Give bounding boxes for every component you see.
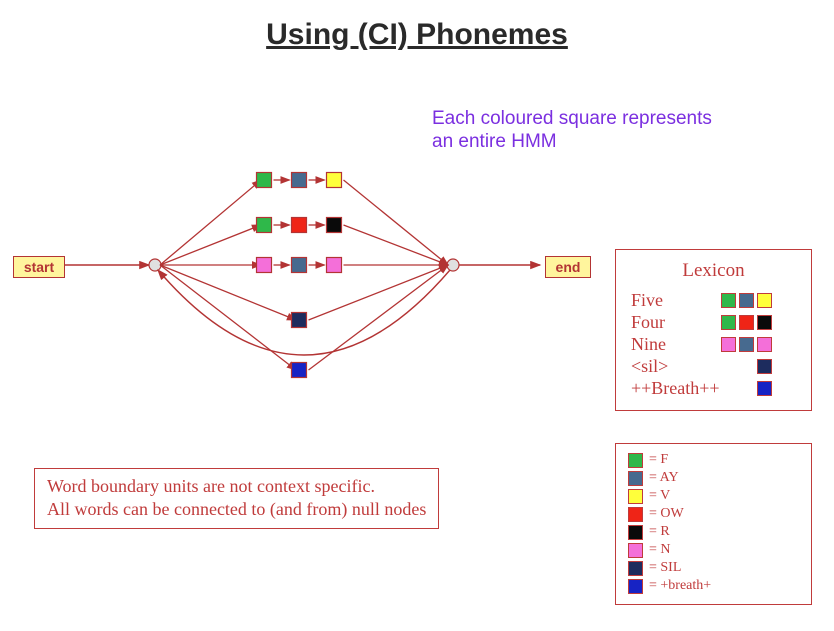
legend-row: = +breath+	[628, 578, 799, 594]
legend-row: = V	[628, 488, 799, 504]
lexicon-squares	[721, 359, 772, 374]
legend-label: = V	[649, 488, 670, 504]
phoneme-square	[757, 315, 772, 330]
start-node-label: start	[13, 256, 65, 278]
lexicon-word: Five	[631, 290, 721, 311]
phoneme-square	[721, 293, 736, 308]
lexicon-word: <sil>	[631, 356, 721, 377]
phoneme-square	[739, 315, 754, 330]
legend-square	[628, 543, 643, 558]
legend-row: = OW	[628, 506, 799, 522]
phoneme-square	[721, 337, 736, 352]
legend-square	[628, 489, 643, 504]
lexicon-word: Four	[631, 312, 721, 333]
legend-label: = N	[649, 542, 671, 558]
page-title: Using (CI) Phonemes	[0, 0, 834, 52]
diagram-area	[0, 110, 600, 460]
lexicon-squares	[721, 315, 772, 330]
lexicon-title: Lexicon	[631, 260, 796, 282]
phoneme-square	[757, 359, 772, 374]
lexicon-squares	[721, 293, 772, 308]
lexicon-squares	[721, 337, 772, 352]
legend-row: = AY	[628, 470, 799, 486]
legend-label: = SIL	[649, 560, 681, 576]
lexicon-word: ++Breath++	[631, 378, 721, 399]
lexicon-row: <sil>	[631, 356, 796, 376]
legend-label: = OW	[649, 506, 684, 522]
phoneme-square	[757, 293, 772, 308]
legend-square	[628, 507, 643, 522]
phoneme-legend-box: = F = AY = V = OW = R = N = SIL = +breath+	[615, 443, 812, 605]
lexicon-row: Five	[631, 290, 796, 310]
lexicon-word: Nine	[631, 334, 721, 355]
phoneme-square	[739, 293, 754, 308]
legend-row: = SIL	[628, 560, 799, 576]
legend-row: = F	[628, 452, 799, 468]
legend-label: = +breath+	[649, 578, 711, 594]
lexicon-box: Lexicon FiveFourNine<sil>++Breath++	[615, 249, 812, 411]
lexicon-row: Four	[631, 312, 796, 332]
legend-row: = N	[628, 542, 799, 558]
legend-label: = F	[649, 452, 668, 468]
legend-square	[628, 471, 643, 486]
legend-square	[628, 561, 643, 576]
note-box: Word boundary units are not context spec…	[34, 468, 439, 529]
note-text: Word boundary units are not context spec…	[47, 475, 426, 522]
legend-label: = AY	[649, 470, 679, 486]
end-node-label: end	[545, 256, 591, 278]
phoneme-square	[757, 381, 772, 396]
legend-square	[628, 453, 643, 468]
legend-square	[628, 525, 643, 540]
lexicon-row: Nine	[631, 334, 796, 354]
phoneme-square	[757, 337, 772, 352]
phoneme-network-svg	[0, 110, 600, 460]
lexicon-squares	[721, 381, 772, 396]
legend-square	[628, 579, 643, 594]
legend-label: = R	[649, 524, 670, 540]
phoneme-square	[721, 315, 736, 330]
phoneme-square	[739, 337, 754, 352]
lexicon-row: ++Breath++	[631, 378, 796, 398]
legend-row: = R	[628, 524, 799, 540]
